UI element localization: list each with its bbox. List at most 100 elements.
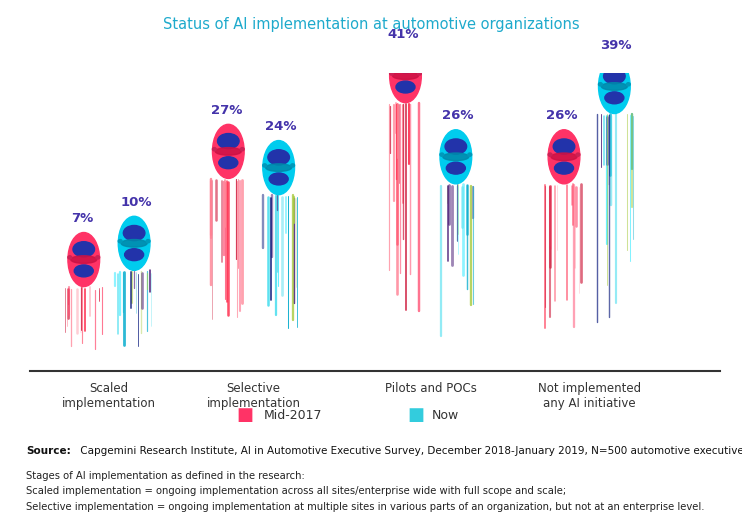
Ellipse shape bbox=[70, 264, 75, 270]
Ellipse shape bbox=[265, 172, 270, 178]
Text: 7%: 7% bbox=[70, 212, 93, 225]
Ellipse shape bbox=[215, 148, 241, 155]
Ellipse shape bbox=[599, 59, 630, 114]
Ellipse shape bbox=[121, 239, 147, 247]
Text: Pilots and POCs: Pilots and POCs bbox=[384, 382, 476, 395]
Ellipse shape bbox=[414, 65, 419, 71]
Ellipse shape bbox=[554, 162, 574, 174]
Ellipse shape bbox=[396, 81, 415, 93]
Ellipse shape bbox=[125, 249, 144, 261]
Ellipse shape bbox=[214, 141, 220, 147]
Ellipse shape bbox=[93, 249, 98, 255]
Text: 26%: 26% bbox=[546, 109, 578, 122]
Text: Scaled
implementation: Scaled implementation bbox=[62, 382, 156, 410]
Ellipse shape bbox=[464, 162, 470, 167]
Ellipse shape bbox=[268, 150, 289, 165]
Ellipse shape bbox=[68, 233, 99, 286]
Ellipse shape bbox=[120, 233, 125, 239]
Text: Selective implementation = ongoing implementation at multiple sites in various p: Selective implementation = ongoing imple… bbox=[26, 502, 704, 511]
Ellipse shape bbox=[600, 76, 605, 82]
Ellipse shape bbox=[554, 139, 575, 154]
Text: 27%: 27% bbox=[211, 104, 242, 117]
Ellipse shape bbox=[143, 248, 148, 254]
Ellipse shape bbox=[263, 140, 295, 195]
Ellipse shape bbox=[288, 157, 292, 163]
Ellipse shape bbox=[576, 153, 580, 156]
Ellipse shape bbox=[440, 130, 472, 184]
Ellipse shape bbox=[392, 80, 397, 86]
Ellipse shape bbox=[70, 256, 96, 263]
Text: Now: Now bbox=[432, 409, 459, 422]
Ellipse shape bbox=[212, 148, 216, 151]
Ellipse shape bbox=[392, 65, 397, 71]
Ellipse shape bbox=[120, 248, 125, 254]
Ellipse shape bbox=[550, 146, 555, 152]
Ellipse shape bbox=[464, 146, 470, 152]
Ellipse shape bbox=[603, 69, 626, 84]
Text: 24%: 24% bbox=[265, 120, 296, 133]
Ellipse shape bbox=[418, 72, 421, 75]
Text: Stages of AI implementation as defined in the research:: Stages of AI implementation as defined i… bbox=[26, 471, 305, 480]
Ellipse shape bbox=[237, 156, 242, 162]
Ellipse shape bbox=[288, 172, 292, 178]
Ellipse shape bbox=[440, 153, 444, 156]
Ellipse shape bbox=[68, 256, 72, 259]
Ellipse shape bbox=[600, 91, 605, 97]
Ellipse shape bbox=[442, 146, 447, 152]
Ellipse shape bbox=[146, 239, 150, 243]
Ellipse shape bbox=[93, 264, 98, 270]
Ellipse shape bbox=[266, 164, 292, 171]
Text: Capgemini Research Institute, AI in Automotive Executive Survey, December 2018-J: Capgemini Research Institute, AI in Auto… bbox=[77, 446, 742, 456]
Ellipse shape bbox=[219, 157, 238, 169]
Text: Not implemented
any AI initiative: Not implemented any AI initiative bbox=[538, 382, 641, 410]
Ellipse shape bbox=[445, 139, 467, 154]
Ellipse shape bbox=[74, 265, 93, 277]
Text: 10%: 10% bbox=[120, 196, 151, 209]
Ellipse shape bbox=[601, 83, 628, 90]
Ellipse shape bbox=[291, 164, 295, 167]
Text: Source:: Source: bbox=[26, 446, 70, 456]
Ellipse shape bbox=[212, 124, 244, 179]
Ellipse shape bbox=[96, 256, 99, 259]
Ellipse shape bbox=[599, 83, 603, 86]
Text: Status of AI implementation at automotive organizations: Status of AI implementation at automotiv… bbox=[162, 17, 580, 31]
Ellipse shape bbox=[73, 241, 94, 257]
Ellipse shape bbox=[623, 76, 628, 82]
Ellipse shape bbox=[214, 156, 220, 162]
Ellipse shape bbox=[551, 153, 577, 160]
Text: 39%: 39% bbox=[600, 39, 632, 52]
Ellipse shape bbox=[70, 249, 75, 255]
Ellipse shape bbox=[468, 153, 472, 156]
Ellipse shape bbox=[390, 72, 393, 75]
Text: ■: ■ bbox=[407, 407, 424, 424]
Ellipse shape bbox=[623, 91, 628, 97]
Ellipse shape bbox=[217, 134, 239, 149]
Text: Scaled implementation = ongoing implementation across all sites/enterprise wide : Scaled implementation = ongoing implemen… bbox=[26, 486, 566, 496]
Ellipse shape bbox=[447, 162, 465, 174]
Text: Selective
implementation: Selective implementation bbox=[206, 382, 301, 410]
Text: 41%: 41% bbox=[388, 28, 419, 41]
Text: 26%: 26% bbox=[442, 109, 473, 122]
Text: ■: ■ bbox=[237, 407, 253, 424]
Ellipse shape bbox=[269, 173, 288, 185]
Ellipse shape bbox=[550, 162, 555, 167]
Ellipse shape bbox=[442, 162, 447, 167]
Ellipse shape bbox=[390, 49, 421, 103]
Ellipse shape bbox=[118, 216, 150, 270]
Ellipse shape bbox=[143, 233, 148, 239]
Ellipse shape bbox=[605, 92, 624, 104]
Ellipse shape bbox=[573, 146, 578, 152]
Ellipse shape bbox=[395, 58, 416, 73]
Ellipse shape bbox=[240, 148, 244, 151]
Ellipse shape bbox=[548, 153, 552, 156]
Ellipse shape bbox=[123, 225, 145, 240]
Ellipse shape bbox=[237, 141, 242, 147]
Ellipse shape bbox=[548, 130, 580, 184]
Ellipse shape bbox=[265, 157, 270, 163]
Ellipse shape bbox=[393, 72, 418, 79]
Ellipse shape bbox=[573, 162, 578, 167]
Ellipse shape bbox=[626, 83, 630, 86]
Ellipse shape bbox=[414, 80, 419, 86]
Ellipse shape bbox=[118, 239, 122, 243]
Text: Mid-2017: Mid-2017 bbox=[263, 409, 322, 422]
